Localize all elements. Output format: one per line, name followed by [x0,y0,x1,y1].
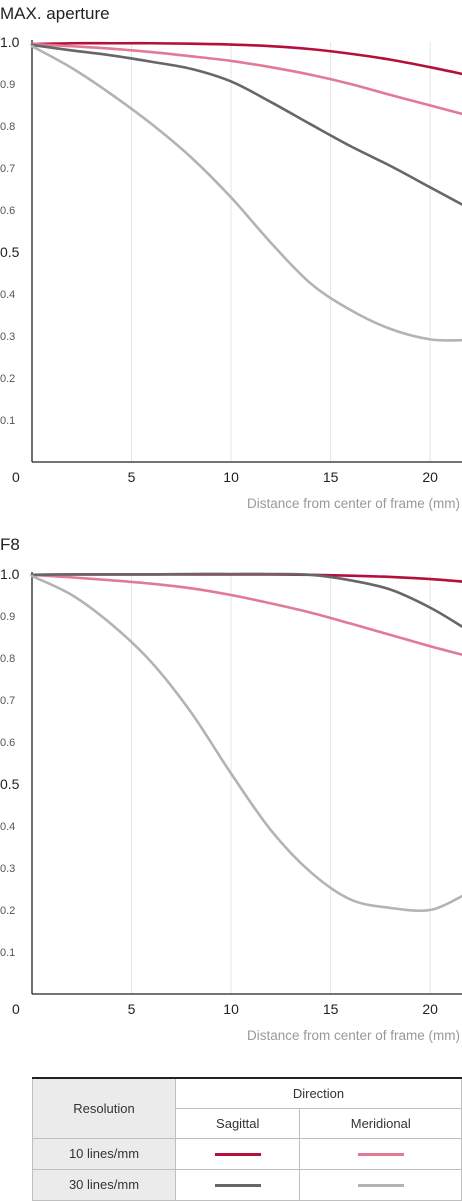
legend-sagittal-header: Sagittal [174,1107,301,1139]
legend-resolution-header: Resolution [32,1077,176,1139]
legend-swatch-cell [299,1137,462,1170]
chart-title-f8: F8 [0,535,20,554]
legend-swatch-cell [174,1137,301,1170]
x-tick-label: 10 [223,1001,239,1017]
x-tick-label: 15 [323,469,339,485]
y-tick-label: 0.9 [0,79,15,91]
series-line-2 [30,43,462,206]
y-tick-label: 0.9 [0,611,15,623]
y-tick-label: 0.5 [0,776,20,792]
legend-swatch-cell [299,1168,462,1201]
y-tick-label: 0.3 [0,863,15,875]
y-tick-label: 0.1 [0,947,15,959]
series-line-2 [30,572,462,628]
x-tick-label: 5 [128,469,136,485]
y-tick-label: 0.6 [0,737,15,749]
chart-title-max-aperture: MAX. aperture [0,4,110,23]
series-line-1 [30,573,462,656]
series-line-3 [30,44,462,342]
x-tick-label: 20 [422,1001,438,1017]
legend-row-label: 30 lines/mm [32,1168,176,1201]
x-tick-label: 5 [128,1001,136,1017]
y-tick-label: 0.7 [0,163,15,175]
y-tick-label: 0.2 [0,905,15,917]
y-tick-label: 0.8 [0,653,15,665]
x-tick-label: 15 [323,1001,339,1017]
y-tick-label: 0.5 [0,244,20,260]
y-tick-label: 0.1 [0,415,15,427]
series-line-1 [30,42,462,116]
y-tick-label: 0.3 [0,331,15,343]
y-tick-label: 0.2 [0,373,15,385]
series-line-0 [30,41,462,76]
y-tick-label: 0.4 [0,821,15,833]
mtf-chart-max-aperture: 0.1 0.2 0.3 0.4 0.5 0.6 0.7 0.8 0.9 1.0 0 5 10 15 20 Di… [0,34,462,511]
legend-direction-header: Direction [175,1077,462,1109]
x-tick-label: 20 [422,469,438,485]
y-tick-label: 1.0 [0,34,20,50]
mtf-chart-f8: 0.1 0.2 0.3 0.4 0.5 0.6 0.7 0.8 0.9 1.0 0 5 10 15 20 Di… [0,566,462,1043]
x-tick-label: 10 [223,469,239,485]
x-axis-label: Distance from center of frame (mm) [247,1028,460,1043]
y-tick-label: 0.6 [0,205,15,217]
y-tick-label: 1.0 [0,566,20,582]
origin-label: 0 [12,469,20,485]
legend-swatch-10-meridional [357,1153,404,1157]
series-line-3 [30,574,462,913]
x-axis-label: Distance from center of frame (mm) [247,496,460,511]
legend-table: Resolution Direction Sagittal Meridional… [32,1077,462,1201]
legend-swatch-30-sagittal [214,1184,261,1188]
legend-meridional-header: Meridional [299,1107,462,1139]
origin-label: 0 [12,1001,20,1017]
legend-swatch-cell [174,1168,301,1201]
legend-swatch-30-meridional [357,1184,404,1188]
legend-row-label: 10 lines/mm [32,1137,176,1170]
y-tick-label: 0.7 [0,695,15,707]
y-tick-label: 0.4 [0,289,15,301]
legend-swatch-10-sagittal [214,1153,261,1157]
y-tick-label: 0.8 [0,121,15,133]
